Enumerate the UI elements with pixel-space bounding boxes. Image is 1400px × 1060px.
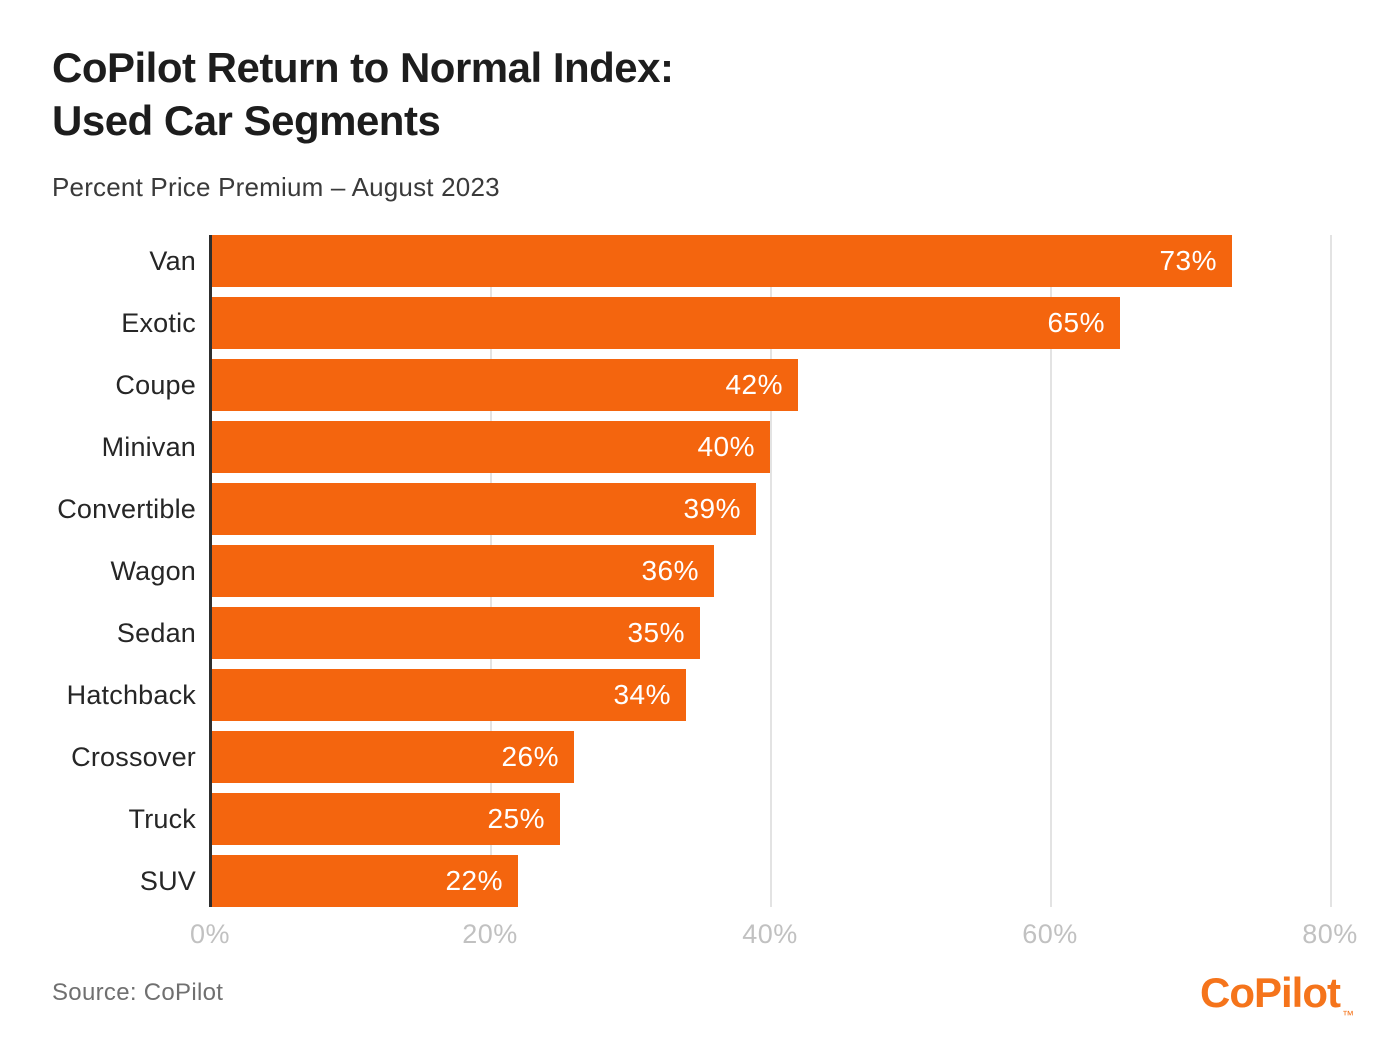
bar-rows: Van 73% Exotic 65% Coupe 42% Minivan 40% (52, 234, 1360, 907)
bar-value-label: 34% (613, 678, 671, 710)
bar-row: Sedan 35% (52, 606, 1360, 659)
category-label: Wagon (110, 555, 196, 586)
category-label: Convertible (57, 493, 196, 524)
bar-track: 25% (210, 792, 1360, 845)
bar-row: Van 73% (52, 234, 1360, 287)
x-tick-label-60: 60% (1022, 918, 1078, 949)
bar-row: Truck 25% (52, 792, 1360, 845)
copilot-logo: CoPilot ™ (1200, 969, 1354, 1022)
footer: Source: CoPilot CoPilot ™ (52, 969, 1354, 1022)
bar: 35% (210, 606, 700, 659)
bar-value-label: 73% (1159, 244, 1217, 276)
bar: 34% (210, 668, 686, 721)
bar: 40% (210, 420, 770, 473)
bar-track: 35% (210, 606, 1360, 659)
bar: 42% (210, 358, 798, 411)
gridline-80 (1330, 234, 1332, 907)
bar: 39% (210, 482, 756, 535)
category-label: Exotic (121, 307, 196, 338)
bar-row: Wagon 36% (52, 544, 1360, 597)
gridline-60 (1050, 234, 1052, 907)
bar-track: 42% (210, 358, 1360, 411)
bar: 73% (210, 234, 1232, 287)
x-tick-label-20: 20% (462, 918, 518, 949)
bar: 25% (210, 792, 560, 845)
bar-value-label: 40% (697, 430, 755, 462)
category-label: Hatchback (66, 679, 196, 710)
x-tick-label-40: 40% (742, 918, 798, 949)
copilot-logo-text: CoPilot (1200, 969, 1341, 1016)
bar: 65% (210, 296, 1120, 349)
bar-row: Convertible 39% (52, 482, 1360, 535)
bar-row: SUV 22% (52, 854, 1360, 907)
category-label: Van (149, 245, 196, 276)
bar-chart: Van 73% Exotic 65% Coupe 42% Minivan 40% (52, 234, 1360, 955)
gridline-40 (770, 234, 772, 907)
bar-row: Coupe 42% (52, 358, 1360, 411)
bar-track: 26% (210, 730, 1360, 783)
source-credit: Source: CoPilot (52, 979, 224, 1006)
category-label: Crossover (71, 741, 196, 772)
x-tick-label-0: 0% (189, 918, 231, 949)
bar-value-label: 22% (445, 864, 503, 896)
bar-track: 22% (210, 854, 1360, 907)
bar-value-label: 36% (641, 554, 699, 586)
bar-value-label: 26% (501, 740, 559, 772)
bar-value-label: 25% (487, 802, 545, 834)
chart-subtitle: Percent Price Premium – August 2023 (52, 171, 500, 202)
bar-track: 65% (210, 296, 1360, 349)
title-line-2: Used Car Segments (52, 96, 441, 144)
category-label: Minivan (101, 431, 196, 462)
bar-track: 73% (210, 234, 1360, 287)
bar-row: Exotic 65% (52, 296, 1360, 349)
bar-row: Minivan 40% (52, 420, 1360, 473)
bar-value-label: 42% (725, 368, 783, 400)
bar: 36% (210, 544, 714, 597)
bar: 22% (210, 854, 518, 907)
x-tick-label-80: 80% (1302, 918, 1358, 949)
bar-track: 40% (210, 420, 1360, 473)
y-axis-line (209, 234, 212, 907)
category-label: SUV (139, 865, 196, 896)
bar-row: Hatchback 34% (52, 668, 1360, 721)
category-label: Coupe (115, 369, 196, 400)
bar-track: 36% (210, 544, 1360, 597)
bar-track: 39% (210, 482, 1360, 535)
category-label: Sedan (116, 617, 196, 648)
bar-value-label: 39% (683, 492, 741, 524)
bar-track: 34% (210, 668, 1360, 721)
bar: 26% (210, 730, 574, 783)
bar-value-label: 65% (1047, 306, 1105, 338)
title-line-1: CoPilot Return to Normal Index: (52, 44, 674, 91)
trademark-symbol: ™ (1342, 1008, 1354, 1022)
x-axis: 0% 20% 40% 60% 80% (190, 918, 1360, 955)
category-label: Truck (128, 803, 196, 834)
page-title: CoPilot Return to Normal Index: Used Car… (52, 42, 1352, 148)
bar-value-label: 35% (627, 616, 685, 648)
bar-row: Crossover 26% (52, 730, 1360, 783)
